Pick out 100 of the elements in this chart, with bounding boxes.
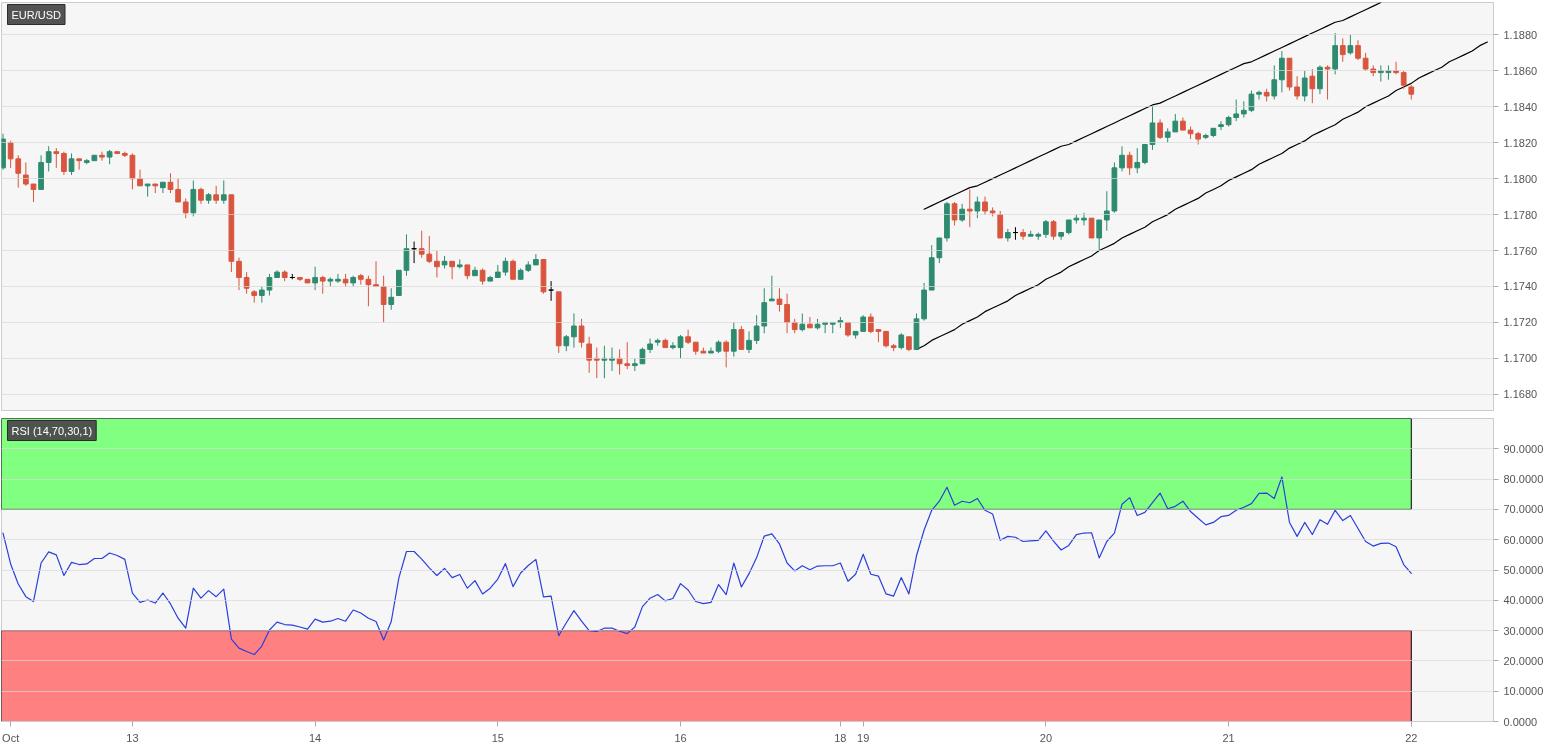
candlestick: [312, 266, 318, 291]
candlestick: [1096, 219, 1103, 252]
candlestick: [1332, 32, 1339, 75]
candlestick: [236, 257, 242, 291]
candlestick: [807, 316, 813, 329]
candlestick: [769, 275, 775, 302]
candlestick: [1126, 151, 1133, 176]
text: RSI (14,70,30,1): [11, 424, 93, 437]
candlestick: [670, 341, 676, 350]
candlestick: [167, 172, 174, 194]
y-tick-label: 1.1860: [1503, 64, 1538, 77]
x-tick-label: 19: [857, 731, 870, 744]
candlestick: [951, 201, 958, 226]
candlestick: [403, 233, 410, 277]
y-tick-label: 40.0000: [1503, 594, 1544, 607]
line-series: [923, 2, 1382, 210]
y-tick-label: 1.1880: [1503, 28, 1538, 41]
y-tick-label: 1.1760: [1503, 244, 1538, 257]
candlestick: [190, 179, 197, 217]
candlestick: [586, 336, 593, 374]
candlestick: [1218, 120, 1224, 131]
candlestick: [243, 271, 250, 295]
y-tick-label: 1.1740: [1503, 280, 1538, 293]
candlestick: [23, 161, 29, 187]
candlestick: [61, 151, 67, 176]
candlestick: [1020, 228, 1026, 241]
candlestick: [1134, 147, 1141, 174]
candlestick: [533, 253, 539, 266]
y-tick-label: 1.1780: [1503, 208, 1538, 221]
candlestick: [1324, 64, 1331, 101]
candlestick: [738, 325, 745, 350]
x-tick-label: 18: [834, 731, 847, 744]
y-tick-label: 1.1840: [1503, 100, 1538, 113]
candlestick: [571, 312, 577, 349]
candlestick: [175, 178, 181, 203]
candlestick: [1355, 39, 1361, 61]
candlestick: [997, 210, 1004, 239]
candlestick: [7, 140, 14, 169]
candlestick: [426, 235, 433, 264]
candlestick: [418, 230, 425, 259]
candlestick: [53, 147, 60, 169]
y-tick-label: 20.0000: [1503, 654, 1544, 667]
candlestick: [76, 158, 82, 171]
line-series: [2, 476, 1412, 656]
candlestick: [388, 287, 395, 311]
x-tick-label: 15: [491, 731, 504, 744]
y-tick-label: 1.1680: [1503, 388, 1538, 401]
x-tick-label: 20: [1039, 731, 1053, 744]
x-tick-label: 14: [309, 731, 322, 744]
y-tick-label: 1.1700: [1503, 352, 1538, 365]
y-tick-label: 1.1720: [1503, 316, 1538, 329]
candlestick: [1119, 145, 1125, 172]
y-tick-label: 10.0000: [1503, 685, 1544, 698]
candlestick: [761, 287, 768, 334]
candlestick: [723, 339, 730, 368]
candlestick: [1317, 64, 1323, 95]
text: EUR/USD: [11, 8, 62, 21]
y-tick-label: 1.1800: [1503, 172, 1538, 185]
candlestick: [746, 330, 752, 354]
candlestick: [776, 287, 783, 313]
y-tick-label: 30.0000: [1503, 624, 1544, 637]
candlestick: [449, 260, 455, 280]
candlestick: [434, 250, 440, 278]
candlestick: [160, 181, 166, 194]
candlestick: [753, 314, 760, 345]
y-tick-label: 1.1820: [1503, 136, 1538, 149]
candlestick: [45, 145, 52, 172]
y-tick-label: 70.0000: [1503, 503, 1544, 516]
candlestick: [137, 169, 143, 187]
x-tick-label: 21: [1222, 731, 1235, 744]
candlestick: [1271, 64, 1278, 101]
y-tick-label: 90.0000: [1503, 442, 1544, 455]
candlestick: [1301, 70, 1308, 102]
candlestick: [1339, 37, 1346, 63]
candlestick: [1157, 118, 1163, 140]
candlestick: [1309, 68, 1316, 104]
y-tick-label: 50.0000: [1503, 564, 1544, 576]
candlestick: [68, 152, 75, 176]
candlestick: [1256, 90, 1262, 101]
candlestick: [1103, 190, 1110, 232]
candlestick: [510, 259, 516, 280]
candlestick: [335, 273, 341, 284]
candlestick: [1279, 50, 1285, 93]
candlestick: [1347, 34, 1354, 56]
candlestick: [182, 197, 189, 219]
candlestick: [647, 338, 653, 354]
candlestick: [966, 188, 973, 228]
candlestick: [708, 347, 714, 354]
y-tick-label: 80.0000: [1503, 473, 1544, 486]
candlestick: [974, 196, 981, 219]
candlestick: [1294, 75, 1300, 101]
x-tick-label: 22: [1405, 731, 1418, 744]
candlestick: [685, 329, 691, 345]
candlestick: [677, 334, 684, 359]
y-tick-label: 0.0000: [1503, 715, 1538, 728]
x-tick-label: 16: [674, 731, 687, 744]
candlestick: [15, 154, 22, 189]
candlestick: [1088, 217, 1095, 239]
candlestick: [380, 275, 387, 323]
x-tick-label: Oct: [2, 731, 20, 744]
